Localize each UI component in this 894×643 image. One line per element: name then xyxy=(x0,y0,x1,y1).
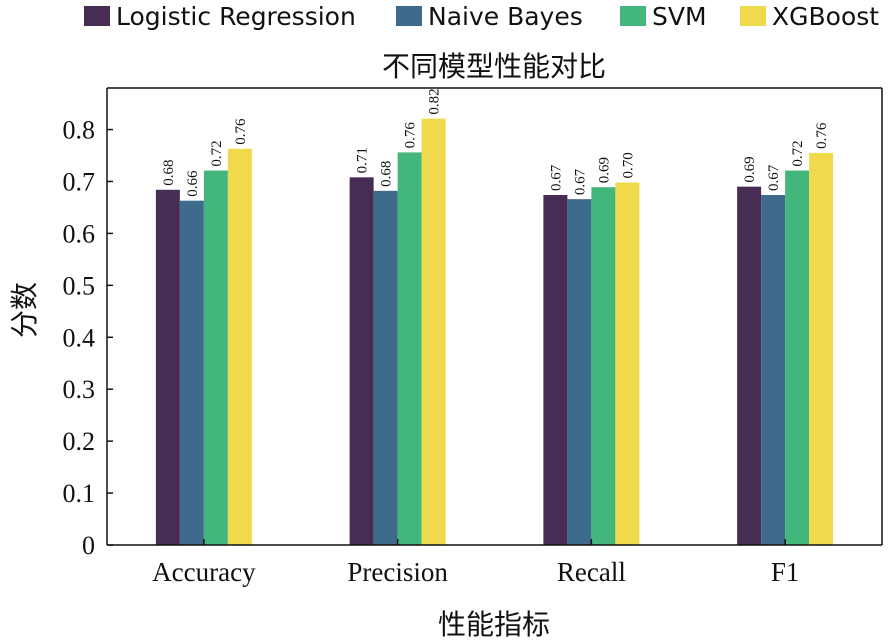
bar xyxy=(785,170,810,545)
bar xyxy=(567,199,592,545)
legend-swatch xyxy=(740,6,766,26)
data-label: 0.72 xyxy=(790,140,806,166)
data-label: 0.72 xyxy=(209,140,225,166)
bar xyxy=(591,187,616,546)
bar xyxy=(615,182,640,545)
bar xyxy=(543,194,568,545)
x-tick-label: Accuracy xyxy=(152,557,256,587)
bar xyxy=(203,170,228,545)
x-axis-title: 性能指标 xyxy=(438,608,550,641)
bar xyxy=(397,152,422,546)
legend-swatch xyxy=(396,6,422,26)
data-label: 0.69 xyxy=(742,156,758,182)
bar xyxy=(809,152,834,545)
x-tick-label: Precision xyxy=(347,557,448,587)
data-label: 0.69 xyxy=(596,157,612,183)
y-axis-title: 分数 xyxy=(8,282,41,338)
y-tick-label: 0.3 xyxy=(63,375,96,404)
bar xyxy=(227,148,252,545)
legend-label: SVM xyxy=(652,2,707,31)
data-label: 0.71 xyxy=(355,147,371,173)
data-label: 0.82 xyxy=(427,88,443,114)
data-label: 0.68 xyxy=(379,161,395,187)
chart-title: 不同模型性能对比 xyxy=(382,50,606,83)
data-label: 0.66 xyxy=(185,170,201,197)
legend: Logistic Regression Naive Bayes SVM XGBoost xyxy=(84,2,879,31)
y-tick-label: 0.1 xyxy=(63,479,96,508)
data-label: 0.76 xyxy=(814,122,830,149)
y-tick-label: 0.8 xyxy=(63,116,96,145)
y-tick-label: 0.7 xyxy=(63,167,96,196)
y-tick-label: 0.2 xyxy=(63,427,96,456)
y-tick-label: 0.6 xyxy=(63,219,96,248)
x-tick-label: F1 xyxy=(771,557,800,587)
bar xyxy=(761,194,786,545)
data-label: 0.68 xyxy=(161,160,177,186)
legend-swatch xyxy=(84,6,110,26)
legend-label: Naive Bayes xyxy=(428,2,583,31)
data-label: 0.70 xyxy=(620,152,636,178)
legend-label: Logistic Regression xyxy=(116,2,356,31)
data-label: 0.76 xyxy=(233,118,249,145)
data-label: 0.67 xyxy=(548,164,564,191)
bar xyxy=(421,118,446,545)
axes-group: 0 0.1 0.2 0.3 0.4 0.5 0.6 0.7 0.8 Accuracy Precisi… xyxy=(63,87,883,587)
y-tick-label: 0.4 xyxy=(63,323,96,352)
data-label: 0.76 xyxy=(403,122,419,149)
x-tick-label: Recall xyxy=(557,557,626,587)
bar xyxy=(737,186,762,545)
legend-label: XGBoost xyxy=(772,2,879,31)
data-label: 0.67 xyxy=(572,168,588,195)
y-tick-label: 0.5 xyxy=(63,271,96,300)
bars-group: 0.68 0.66 0.72 0.76 0.71 0.68 0.76 0.82 0.67 0.67… xyxy=(155,88,834,546)
bar xyxy=(155,189,180,545)
bar xyxy=(179,200,204,545)
bar xyxy=(373,190,398,545)
data-label: 0.67 xyxy=(766,164,782,191)
legend-swatch xyxy=(620,6,646,26)
bar xyxy=(349,177,374,545)
y-tick-label: 0 xyxy=(82,531,95,560)
